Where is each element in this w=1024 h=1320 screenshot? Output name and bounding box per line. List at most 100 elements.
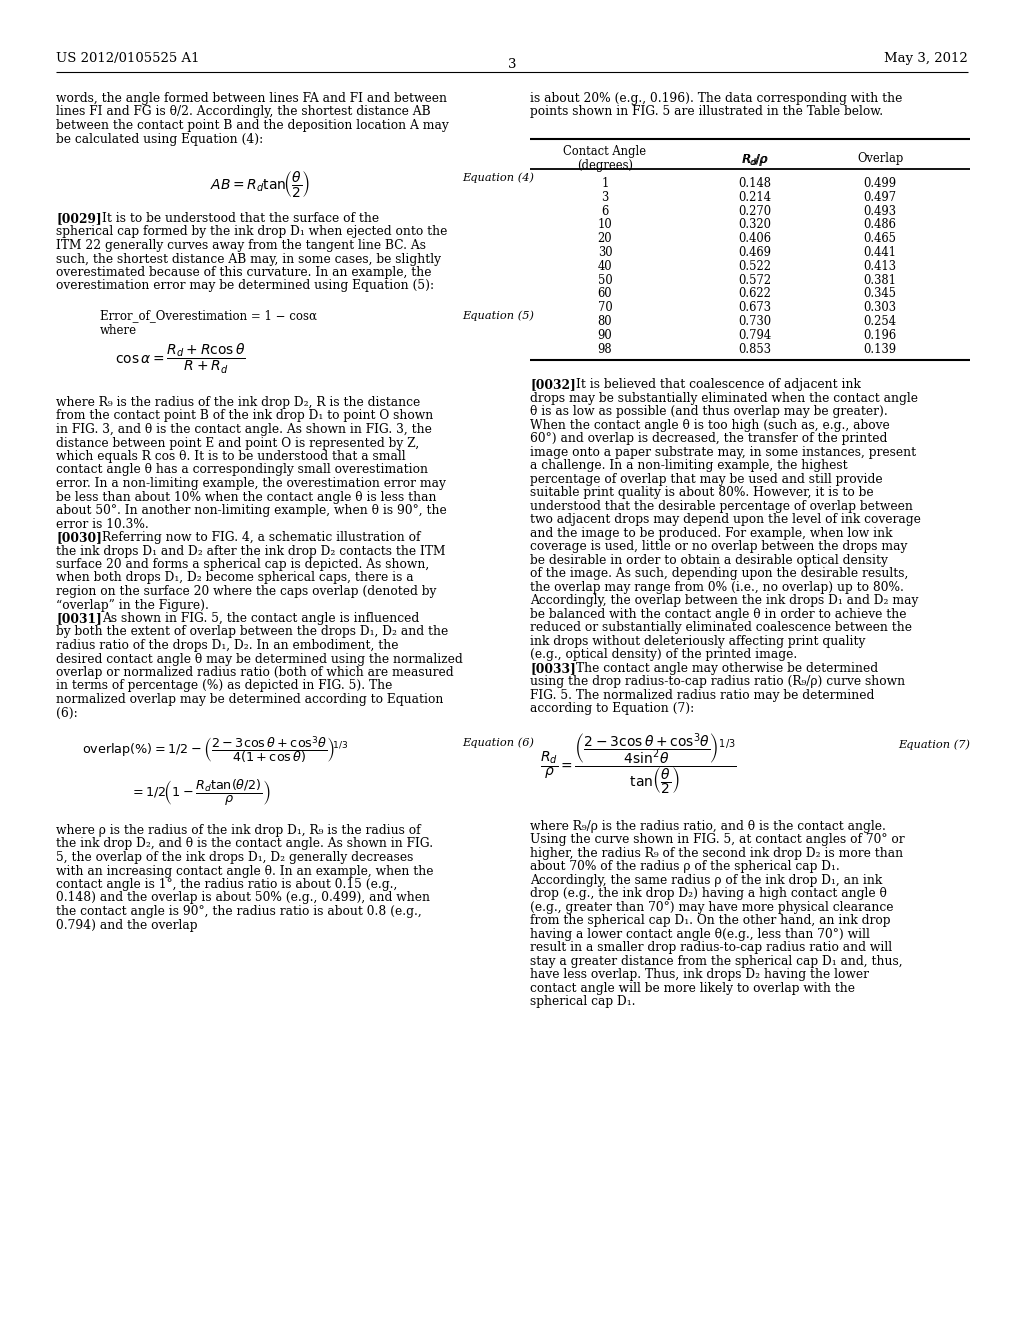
Text: from the contact point B of the ink drop D₁ to point O shown: from the contact point B of the ink drop…	[56, 409, 433, 422]
Text: 0.522: 0.522	[738, 260, 771, 273]
Text: 0.196: 0.196	[863, 329, 897, 342]
Text: understood that the desirable percentage of overlap between: understood that the desirable percentage…	[530, 500, 912, 513]
Text: surface 20 and forms a spherical cap is depicted. As shown,: surface 20 and forms a spherical cap is …	[56, 558, 429, 572]
Text: error. In a non-limiting example, the overestimation error may: error. In a non-limiting example, the ov…	[56, 477, 445, 490]
Text: overlap or normalized radius ratio (both of which are measured: overlap or normalized radius ratio (both…	[56, 667, 454, 678]
Text: in terms of percentage (%) as depicted in FIG. 5). The: in terms of percentage (%) as depicted i…	[56, 680, 392, 693]
Text: 0.148) and the overlap is about 50% (e.g., 0.499), and when: 0.148) and the overlap is about 50% (e.g…	[56, 891, 430, 904]
Text: 0.794) and the overlap: 0.794) and the overlap	[56, 919, 198, 932]
Text: 3: 3	[601, 191, 608, 203]
Text: $\dfrac{R_d}{\rho} = \dfrac{\left(\dfrac{2-3\cos\theta+\cos^3\!\theta}{4\sin^2\!: $\dfrac{R_d}{\rho} = \dfrac{\left(\dfrac…	[540, 731, 737, 797]
Text: be less than about 10% when the contact angle θ is less than: be less than about 10% when the contact …	[56, 491, 436, 503]
Text: of the image. As such, depending upon the desirable results,: of the image. As such, depending upon th…	[530, 568, 908, 581]
Text: is about 20% (e.g., 0.196). The data corresponding with the: is about 20% (e.g., 0.196). The data cor…	[530, 92, 902, 106]
Text: overestimated because of this curvature. In an example, the: overestimated because of this curvature.…	[56, 267, 431, 279]
Text: 60°) and overlap is decreased, the transfer of the printed: 60°) and overlap is decreased, the trans…	[530, 433, 888, 445]
Text: $= 1/2\!\left(1 - \dfrac{R_d\tan(\theta/2)}{\rho}\right)$: $= 1/2\!\left(1 - \dfrac{R_d\tan(\theta/…	[130, 777, 270, 808]
Text: It is believed that coalescence of adjacent ink: It is believed that coalescence of adjac…	[575, 379, 860, 392]
Text: image onto a paper substrate may, in some instances, present: image onto a paper substrate may, in som…	[530, 446, 916, 459]
Text: be calculated using Equation (4):: be calculated using Equation (4):	[56, 132, 263, 145]
Text: 0.320: 0.320	[738, 218, 771, 231]
Text: desired contact angle θ may be determined using the normalized: desired contact angle θ may be determine…	[56, 652, 463, 665]
Text: 60: 60	[598, 288, 612, 301]
Text: the ink drop D₂, and θ is the contact angle. As shown in FIG.: the ink drop D₂, and θ is the contact an…	[56, 837, 433, 850]
Text: Accordingly, the same radius ρ of the ink drop D₁, an ink: Accordingly, the same radius ρ of the in…	[530, 874, 883, 887]
Text: the ink drops D₁ and D₂ after the ink drop D₂ contacts the ITM: the ink drops D₁ and D₂ after the ink dr…	[56, 544, 445, 557]
Text: As shown in FIG. 5, the contact angle is influenced: As shown in FIG. 5, the contact angle is…	[101, 612, 419, 624]
Text: be balanced with the contact angle θ in order to achieve the: be balanced with the contact angle θ in …	[530, 609, 906, 620]
Text: 70: 70	[598, 301, 612, 314]
Text: 0.673: 0.673	[738, 301, 771, 314]
Text: where: where	[100, 325, 137, 338]
Text: 0.345: 0.345	[863, 288, 896, 301]
Text: $R_d/\rho$: $R_d/\rho$	[741, 152, 769, 168]
Text: (degrees): (degrees)	[577, 158, 633, 172]
Text: 0.469: 0.469	[738, 246, 771, 259]
Text: from the spherical cap D₁. On the other hand, an ink drop: from the spherical cap D₁. On the other …	[530, 915, 891, 928]
Text: Accordingly, the overlap between the ink drops D₁ and D₂ may: Accordingly, the overlap between the ink…	[530, 594, 919, 607]
Text: 0.406: 0.406	[738, 232, 771, 246]
Text: 0.148: 0.148	[738, 177, 771, 190]
Text: 98: 98	[598, 343, 612, 355]
Text: distance between point E and point O is represented by Z,: distance between point E and point O is …	[56, 437, 419, 450]
Text: 0.413: 0.413	[863, 260, 896, 273]
Text: 0.794: 0.794	[738, 329, 771, 342]
Text: 5, the overlap of the ink drops D₁, D₂ generally decreases: 5, the overlap of the ink drops D₁, D₂ g…	[56, 851, 414, 865]
Text: 0.465: 0.465	[863, 232, 896, 246]
Text: Equation (4): Equation (4)	[462, 172, 534, 182]
Text: 6: 6	[601, 205, 608, 218]
Text: 10: 10	[598, 218, 612, 231]
Text: Referring now to FIG. 4, a schematic illustration of: Referring now to FIG. 4, a schematic ill…	[101, 531, 420, 544]
Text: radius ratio of the drops D₁, D₂. In an embodiment, the: radius ratio of the drops D₁, D₂. In an …	[56, 639, 398, 652]
Text: ink drops without deleteriously affecting print quality: ink drops without deleteriously affectin…	[530, 635, 865, 648]
Text: 50: 50	[598, 273, 612, 286]
Text: where ρ is the radius of the ink drop D₁, R₉ is the radius of: where ρ is the radius of the ink drop D₁…	[56, 824, 421, 837]
Text: according to Equation (7):: according to Equation (7):	[530, 702, 694, 715]
Text: having a lower contact angle θ(e.g., less than 70°) will: having a lower contact angle θ(e.g., les…	[530, 928, 869, 941]
Text: θ is as low as possible (and thus overlap may be greater).: θ is as low as possible (and thus overla…	[530, 405, 888, 418]
Text: [0029]: [0029]	[56, 213, 101, 224]
Text: 0.139: 0.139	[863, 343, 897, 355]
Text: 40: 40	[598, 260, 612, 273]
Text: 30: 30	[598, 246, 612, 259]
Text: $\cos\alpha = \dfrac{R_d + R\cos\theta}{R + R_d}$: $\cos\alpha = \dfrac{R_d + R\cos\theta}{…	[115, 342, 246, 376]
Text: 0.499: 0.499	[863, 177, 897, 190]
Text: 0.381: 0.381	[863, 273, 896, 286]
Text: Equation (7): Equation (7)	[898, 741, 970, 751]
Text: 3: 3	[508, 58, 516, 71]
Text: normalized overlap may be determined according to Equation: normalized overlap may be determined acc…	[56, 693, 443, 706]
Text: 0.303: 0.303	[863, 301, 896, 314]
Text: When the contact angle θ is too high (such as, e.g., above: When the contact angle θ is too high (su…	[530, 418, 890, 432]
Text: points shown in FIG. 5 are illustrated in the Table below.: points shown in FIG. 5 are illustrated i…	[530, 106, 883, 119]
Text: Using the curve shown in FIG. 5, at contact angles of 70° or: Using the curve shown in FIG. 5, at cont…	[530, 833, 904, 846]
Text: 0.441: 0.441	[863, 246, 896, 259]
Text: drops may be substantially eliminated when the contact angle: drops may be substantially eliminated wh…	[530, 392, 918, 405]
Text: 0.214: 0.214	[738, 191, 771, 203]
Text: 0.853: 0.853	[738, 343, 771, 355]
Text: (e.g., optical density) of the printed image.: (e.g., optical density) of the printed i…	[530, 648, 798, 661]
Text: lines FI and FG is θ/2. Accordingly, the shortest distance AB: lines FI and FG is θ/2. Accordingly, the…	[56, 106, 431, 119]
Text: a challenge. In a non-limiting example, the highest: a challenge. In a non-limiting example, …	[530, 459, 848, 473]
Text: suitable print quality is about 80%. However, it is to be: suitable print quality is about 80%. How…	[530, 486, 873, 499]
Text: overestimation error may be determined using Equation (5):: overestimation error may be determined u…	[56, 280, 434, 293]
Text: percentage of overlap that may be used and still provide: percentage of overlap that may be used a…	[530, 473, 883, 486]
Text: It is to be understood that the surface of the: It is to be understood that the surface …	[101, 213, 379, 224]
Text: $R_d\!/\rho$: $R_d\!/\rho$	[742, 152, 768, 168]
Text: spherical cap formed by the ink drop D₁ when ejected onto the: spherical cap formed by the ink drop D₁ …	[56, 226, 447, 239]
Text: 1: 1	[601, 177, 608, 190]
Text: $AB = R_d\mathrm{tan}\!\left(\dfrac{\theta}{2}\right)$: $AB = R_d\mathrm{tan}\!\left(\dfrac{\the…	[210, 169, 310, 199]
Text: “overlap” in the Figure).: “overlap” in the Figure).	[56, 598, 209, 611]
Text: ITM 22 generally curves away from the tangent line BC. As: ITM 22 generally curves away from the ta…	[56, 239, 426, 252]
Text: by both the extent of overlap between the drops D₁, D₂ and the: by both the extent of overlap between th…	[56, 626, 449, 639]
Text: words, the angle formed between lines FA and FI and between: words, the angle formed between lines FA…	[56, 92, 447, 106]
Text: Equation (6): Equation (6)	[462, 737, 534, 747]
Text: [0030]: [0030]	[56, 531, 101, 544]
Text: contact angle is 1°, the radius ratio is about 0.15 (e.g.,: contact angle is 1°, the radius ratio is…	[56, 878, 397, 891]
Text: 80: 80	[598, 315, 612, 327]
Text: the contact angle is 90°, the radius ratio is about 0.8 (e.g.,: the contact angle is 90°, the radius rat…	[56, 906, 422, 917]
Text: Equation (5): Equation (5)	[462, 310, 534, 321]
Text: 0.622: 0.622	[738, 288, 771, 301]
Text: $\mathrm{overlap(\%)} = 1/2 - \left(\dfrac{2-3\cos\theta+\cos^3\!\theta}{4(1+\co: $\mathrm{overlap(\%)} = 1/2 - \left(\dfr…	[82, 734, 348, 766]
Text: 0.270: 0.270	[738, 205, 771, 218]
Text: 20: 20	[598, 232, 612, 246]
